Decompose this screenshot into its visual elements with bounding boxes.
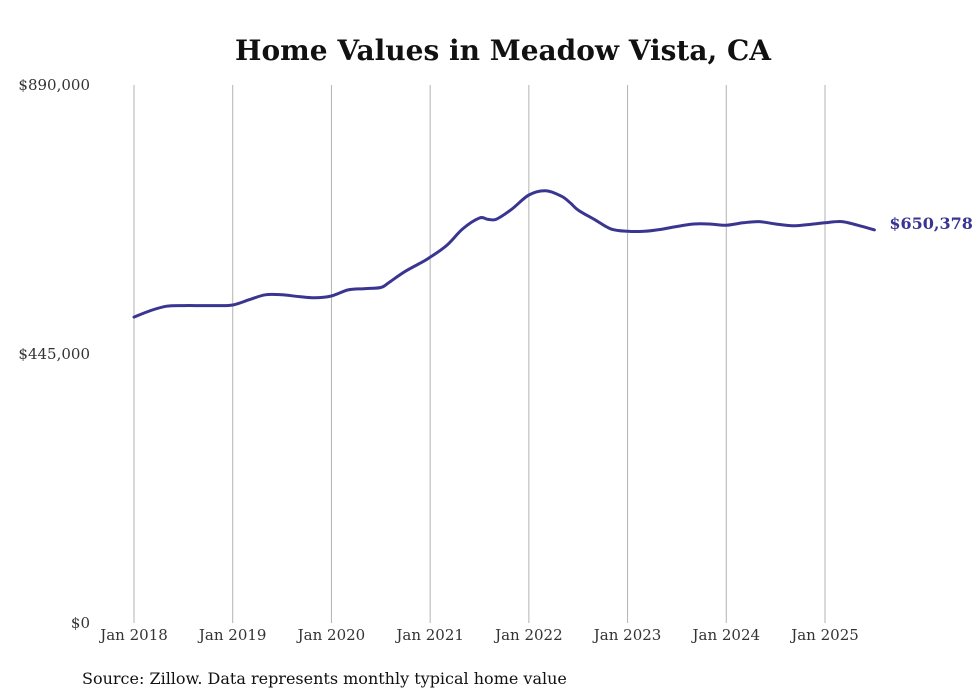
x-tick-label: Jan 2018 xyxy=(98,626,168,644)
y-tick-label: $890,000 xyxy=(18,76,90,94)
x-tick-label: Jan 2022 xyxy=(493,626,563,644)
y-tick-label: $0 xyxy=(71,614,90,632)
chart-title: Home Values in Meadow Vista, CA xyxy=(235,34,772,67)
home-value-line xyxy=(132,189,876,319)
x-tick-label: Jan 2021 xyxy=(394,626,464,644)
series-layer xyxy=(132,189,876,319)
grid-lines xyxy=(133,85,826,623)
x-tick-label: Jan 2020 xyxy=(296,626,366,644)
x-tick-label: Jan 2025 xyxy=(789,626,859,644)
x-tick-label: Jan 2024 xyxy=(691,626,761,644)
last-value-label: $650,378 xyxy=(889,214,973,233)
x-tick-label: Jan 2019 xyxy=(197,626,267,644)
source-note: Source: Zillow. Data represents monthly … xyxy=(82,669,567,688)
x-tick-label: Jan 2023 xyxy=(592,626,662,644)
x-axis: Jan 2018 Jan 2019 Jan 2020 Jan 2021 Jan 2022… xyxy=(98,626,859,644)
y-axis: $0 $445,000 $890,000 xyxy=(18,76,90,632)
y-tick-label: $445,000 xyxy=(18,345,90,363)
